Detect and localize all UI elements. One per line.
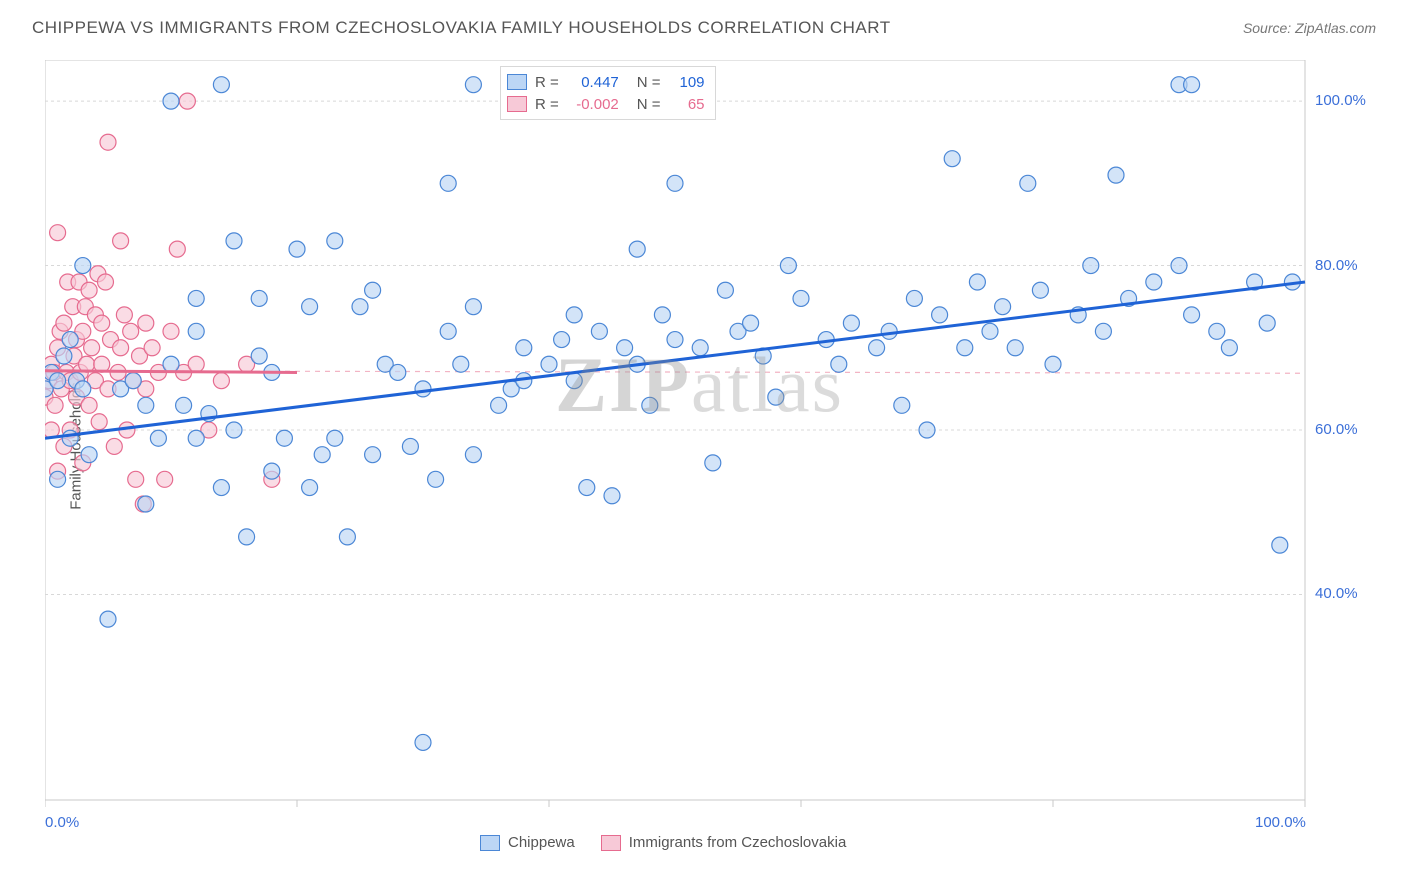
r-label: R = bbox=[535, 96, 559, 113]
legend-swatch bbox=[507, 74, 527, 90]
legend-label: Chippewa bbox=[508, 834, 575, 851]
n-label: N = bbox=[637, 74, 661, 91]
x-tick-label: 0.0% bbox=[45, 814, 79, 831]
scatter-plot-svg bbox=[45, 60, 1385, 820]
legend-swatch bbox=[601, 835, 621, 851]
r-value: -0.002 bbox=[567, 96, 619, 113]
plot-area: ZIPatlas bbox=[45, 60, 1385, 820]
n-value: 109 bbox=[669, 74, 705, 91]
legend-swatch bbox=[507, 96, 527, 112]
y-tick-label: 100.0% bbox=[1315, 92, 1366, 109]
stats-legend: R = 0.447 N = 109 R = -0.002 N = 65 bbox=[500, 66, 716, 120]
chart-title: CHIPPEWA VS IMMIGRANTS FROM CZECHOSLOVAK… bbox=[32, 18, 891, 38]
source-label: Source: ZipAtlas.com bbox=[1243, 20, 1376, 36]
r-label: R = bbox=[535, 74, 559, 91]
n-label: N = bbox=[637, 96, 661, 113]
legend-item: Chippewa bbox=[480, 834, 575, 851]
stat-legend-row: R = -0.002 N = 65 bbox=[507, 93, 705, 115]
legend-swatch bbox=[480, 835, 500, 851]
x-tick-label: 100.0% bbox=[1255, 814, 1306, 831]
n-value: 65 bbox=[669, 96, 705, 113]
y-tick-label: 60.0% bbox=[1315, 421, 1358, 438]
legend-item: Immigrants from Czechoslovakia bbox=[601, 834, 847, 851]
series-legend: Chippewa Immigrants from Czechoslovakia bbox=[480, 834, 846, 851]
legend-label: Immigrants from Czechoslovakia bbox=[629, 834, 847, 851]
y-tick-label: 40.0% bbox=[1315, 585, 1358, 602]
r-value: 0.447 bbox=[567, 74, 619, 91]
y-tick-label: 80.0% bbox=[1315, 257, 1358, 274]
stat-legend-row: R = 0.447 N = 109 bbox=[507, 71, 705, 93]
